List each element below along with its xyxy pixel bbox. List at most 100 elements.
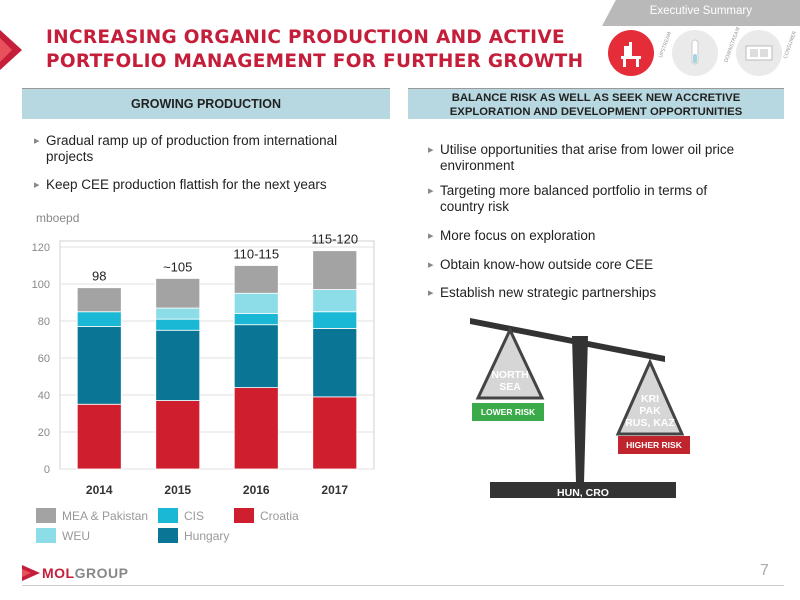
y-tick-label-20: 20: [38, 427, 50, 439]
pak-line: PAK: [639, 405, 661, 417]
bar-croatia-2014: [76, 403, 122, 470]
y-tick-label-40: 40: [38, 390, 50, 402]
bar-weu-2016: [233, 292, 279, 315]
right-bullet-4: Obtain know-how outside core CEE: [428, 257, 780, 273]
right-bullet-1: Utilise opportunities that arise from lo…: [428, 142, 780, 174]
x-tick-label-2015: 2015: [164, 483, 191, 497]
right-bullet-2-line1: Targeting more balanced portfolio in ter…: [440, 183, 708, 198]
balance-risk-header: BALANCE RISK AS WELL AS SEEK NEW ACCRETI…: [408, 89, 784, 119]
page-number: 7: [760, 562, 769, 579]
right-section-rule: [408, 88, 784, 89]
bar-croatia-2015: [155, 400, 201, 470]
left-section-rule: [22, 88, 390, 89]
title-line-1: INCREASING ORGANIC PRODUCTION AND ACTIVE: [46, 27, 565, 48]
balance-scale-icon: [470, 318, 685, 483]
executive-summary-label: Executive Summary: [649, 5, 752, 17]
x-tick-label-2016: 2016: [243, 483, 270, 497]
balance-risk-line1: BALANCE RISK AS WELL AS SEEK NEW ACCRETI…: [451, 92, 741, 104]
legend-item-mea-pakistan: MEA & Pakistan: [36, 508, 148, 523]
bar-cis-2016: [233, 313, 279, 326]
consumer-label: CONSUMER: [782, 30, 799, 60]
north-sea-line1: NORTH: [491, 369, 529, 381]
scale-base-label: HUN, CRO: [557, 487, 609, 499]
legend-swatch: [158, 508, 178, 523]
right-bullet-3: More focus on exploration: [428, 228, 780, 244]
total-label-2017: 115-120: [311, 232, 358, 247]
right-bullet-1-line2: environment: [440, 158, 515, 173]
bar-mea-pakistan-2016: [233, 265, 279, 294]
kri-pak-weight: KRI PAK RUS, KAZ: [618, 393, 682, 429]
bar-hungary-2017: [312, 328, 358, 398]
x-tick-label-2017: 2017: [321, 483, 348, 497]
consumer-icon[interactable]: [736, 30, 782, 76]
left-bullet-1: Gradual ramp up of production from inter…: [34, 133, 386, 165]
growing-production-header: GROWING PRODUCTION: [22, 89, 390, 119]
balance-risk-line2: EXPLORATION AND DEVELOPMENT OPPORTUNITIE…: [449, 106, 743, 118]
bar-croatia-2017: [312, 396, 358, 470]
title-line-2: PORTFOLIO MANAGEMENT FOR FURTHER GROWTH: [46, 51, 584, 72]
rus-kaz-line: RUS, KAZ: [625, 417, 675, 429]
upstream-icon[interactable]: [608, 30, 654, 76]
right-bullet-1-line1: Utilise opportunities that arise from lo…: [440, 142, 735, 157]
legend-item-hungary: Hungary: [158, 528, 229, 543]
bar-cis-2015: [155, 318, 201, 331]
bar-cis-2017: [312, 311, 358, 329]
legend-item-cis: CIS: [158, 508, 204, 523]
logo-group: GROUP: [74, 565, 129, 581]
legend-label: Hungary: [184, 528, 230, 543]
y-tick-label-120: 120: [32, 242, 50, 254]
x-tick-label-2014: 2014: [86, 483, 113, 497]
bar-hungary-2014: [76, 326, 122, 405]
oil-rig-icon: [621, 42, 641, 67]
bar-hungary-2016: [233, 324, 279, 388]
total-label-2014: 98: [92, 269, 106, 284]
bar-cis-2014: [76, 311, 122, 327]
lower-risk-badge: LOWER RISK: [472, 403, 544, 421]
higher-risk-badge: HIGHER RISK: [618, 436, 690, 454]
north-sea-line2: SEA: [499, 381, 521, 393]
left-bullet-1-line1: Gradual ramp up of production from inter…: [46, 133, 338, 148]
mol-group-logo: MOLGROUP: [42, 565, 128, 581]
legend-swatch: [36, 528, 56, 543]
chart-legend: MEA & Pakistan CIS Croatia WEU Hungary: [36, 508, 396, 548]
downstream-icon[interactable]: [672, 30, 718, 76]
legend-label: WEU: [62, 528, 90, 543]
corner-accent-icon: [0, 30, 22, 70]
right-bullet-2: Targeting more balanced portfolio in ter…: [428, 183, 780, 215]
bar-weu-2015: [155, 307, 201, 320]
unit-label: mboepd: [36, 211, 80, 225]
left-bullet-2: Keep CEE production flattish for the nex…: [34, 177, 386, 193]
legend-label: MEA & Pakistan: [62, 508, 149, 523]
north-sea-weight: NORTH SEA: [478, 369, 542, 393]
production-chart: 0 20 40 60 80 100 120 98 2014 ~105 2015 110-115 2016…: [32, 232, 375, 497]
logo-mol: MOL: [42, 565, 75, 581]
y-tick-label-100: 100: [32, 279, 50, 291]
mol-logo-icon: [22, 565, 40, 581]
y-tick-label-80: 80: [38, 316, 50, 328]
y-tick-label-0: 0: [44, 464, 50, 476]
film-strip-icon: [745, 45, 773, 61]
right-bullet-2-line2: country risk: [440, 199, 510, 214]
legend-label: Croatia: [260, 508, 299, 523]
bar-mea-pakistan-2015: [155, 278, 201, 309]
executive-summary-tab[interactable]: Executive Summary: [602, 0, 800, 26]
total-label-2016: 110-115: [233, 247, 279, 262]
legend-label: CIS: [184, 508, 205, 523]
kri-line: KRI: [640, 393, 660, 405]
test-tube-icon: [691, 39, 699, 65]
right-bullet-5: Establish new strategic partnerships: [428, 285, 780, 301]
left-bullet-1-line2: projects: [46, 149, 94, 164]
y-tick-label-60: 60: [38, 353, 50, 365]
upstream-label: UPSTREAM: [658, 31, 674, 59]
legend-item-croatia: Croatia: [234, 508, 299, 523]
footer-rule: [22, 585, 784, 586]
legend-swatch: [36, 508, 56, 523]
bar-mea-pakistan-2017: [312, 250, 358, 290]
bar-mea-pakistan-2014: [76, 287, 122, 313]
page-title: INCREASING ORGANIC PRODUCTION AND ACTIVE…: [46, 26, 586, 74]
bar-hungary-2015: [155, 329, 201, 401]
bar-weu-2017: [312, 289, 358, 313]
legend-swatch: [234, 508, 254, 523]
legend-item-weu: WEU: [36, 528, 90, 543]
legend-swatch: [158, 528, 178, 543]
